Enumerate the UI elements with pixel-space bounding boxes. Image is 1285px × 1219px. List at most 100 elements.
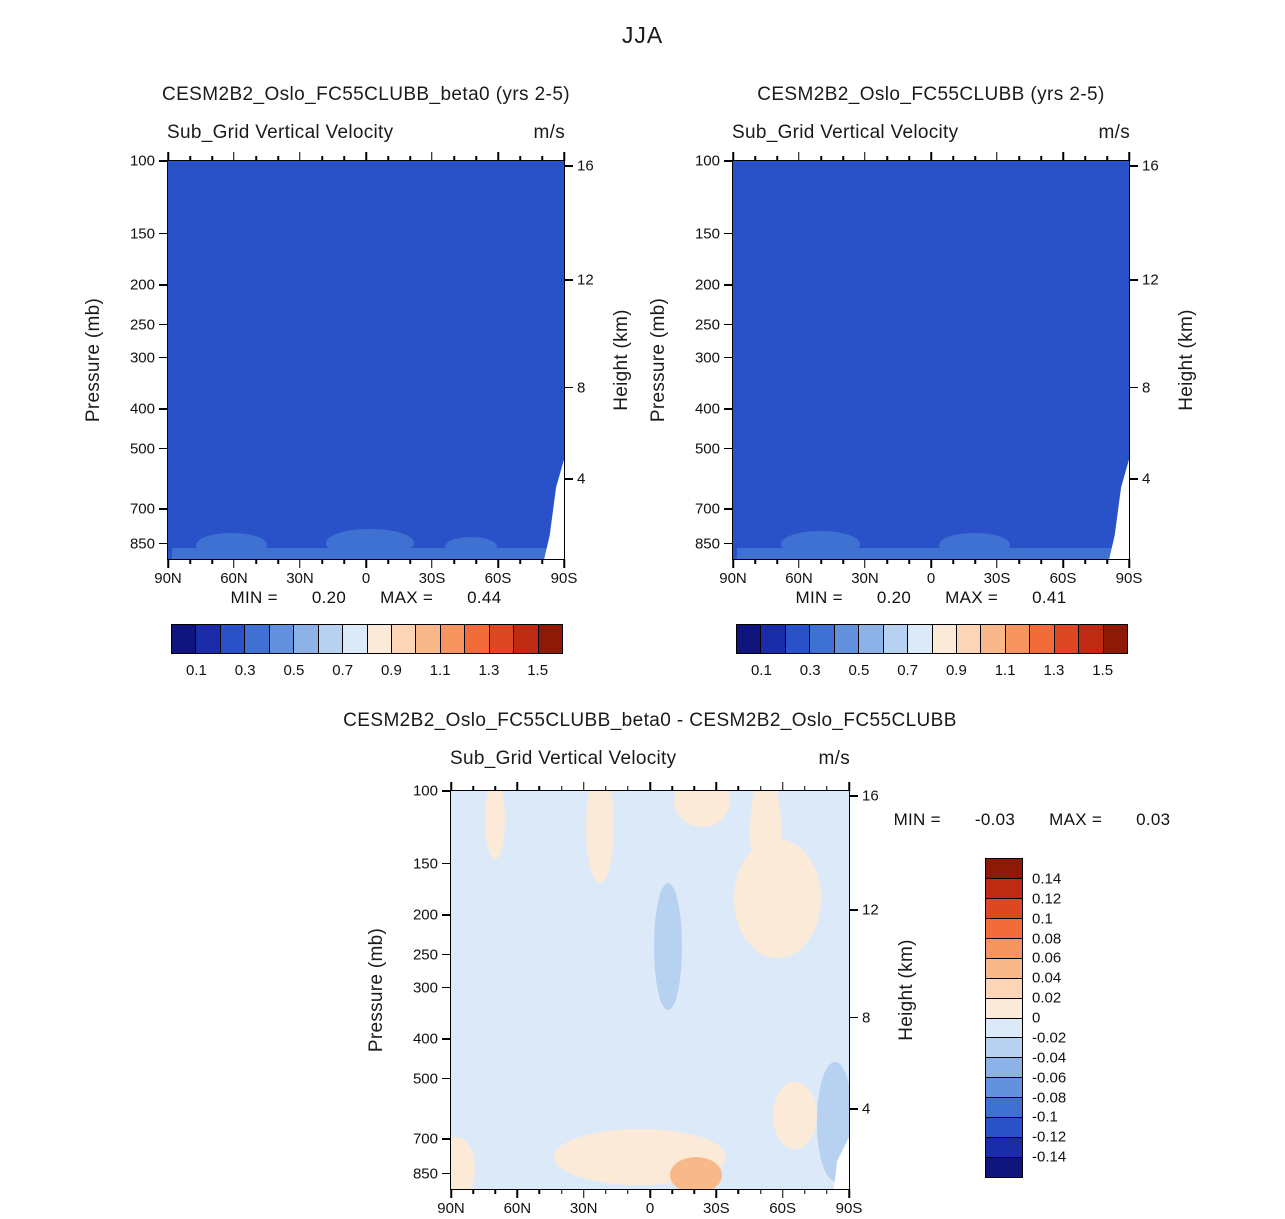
height-tick-label: 8 — [1142, 379, 1151, 397]
height-tick-label: 4 — [577, 470, 586, 488]
colorbar-horizontal-control: 0.1 0.3 0.5 0.7 0.9 1.1 1.3 1.5 — [736, 624, 1128, 679]
pressure-tick — [724, 323, 733, 326]
lat-tick — [299, 559, 301, 568]
colorbar-segment — [219, 625, 245, 653]
lat-tick — [842, 559, 844, 564]
pressure-tick-label: 200 — [129, 276, 155, 294]
lat-tick — [627, 786, 629, 791]
pressure-tick — [442, 1038, 451, 1040]
lat-tick — [759, 1189, 762, 1194]
panel-subtitle: Sub_Grid Vertical Velocity — [450, 748, 677, 769]
colorbar-segment — [537, 625, 562, 653]
lat-tick — [754, 559, 756, 564]
pressure-axis-label: Pressure (mb) — [83, 297, 104, 423]
colorbar-segment — [439, 625, 465, 653]
lat-tick — [450, 1189, 452, 1198]
lat-tick — [560, 786, 563, 791]
lat-tick — [365, 152, 367, 161]
colorbar-segment — [1102, 625, 1127, 653]
lat-tick — [475, 559, 477, 564]
pressure-tick — [159, 232, 168, 235]
lat-tick — [1106, 156, 1108, 161]
pressure-tick-label: 100 — [412, 782, 438, 800]
pressure-tick-label: 200 — [694, 276, 720, 294]
colorbar-tick-label: 0.1 — [750, 662, 772, 679]
pressure-tick — [159, 508, 168, 510]
lat-tick — [472, 1189, 474, 1194]
lat-tick — [277, 156, 279, 161]
colorbar-segment — [293, 625, 318, 653]
lat-tick-label: 60N — [220, 570, 248, 587]
field-feature — [653, 882, 682, 1010]
lat-tick — [908, 156, 910, 161]
lat-tick — [693, 786, 695, 791]
pressure-tick — [442, 862, 451, 865]
colorbar-tick-label: 1.5 — [527, 662, 549, 679]
pressure-tick — [724, 542, 733, 545]
pressure-tick-label: 250 — [412, 946, 438, 964]
min-value: 0.20 — [311, 588, 347, 607]
lat-tick — [563, 152, 565, 161]
lat-tick — [776, 156, 778, 161]
height-tick — [564, 478, 573, 480]
lat-tick-label: 90S — [550, 570, 578, 587]
lat-tick — [450, 782, 452, 791]
minmax-row: MIN = 0.20 MAX = 0.41 — [732, 588, 1130, 608]
pressure-tick — [159, 447, 168, 450]
lat-tick-label: 0 — [361, 570, 371, 587]
lat-tick-label: 30S — [702, 1200, 730, 1217]
pressure-tick — [159, 160, 168, 162]
lat-tick — [277, 559, 279, 564]
field-area — [451, 791, 849, 1189]
lat-tick — [453, 559, 455, 564]
colorbar-segment — [1053, 625, 1079, 653]
plot-area-control: 100 150 200 250 300 400 500 700 850 16 12 8 4 90N 60N 3… — [695, 152, 1159, 587]
height-tick — [1129, 279, 1138, 281]
lat-tick — [974, 156, 976, 161]
lat-tick — [167, 559, 169, 568]
lat-tick — [952, 559, 954, 564]
height-tick — [564, 386, 573, 389]
lat-tick — [737, 1189, 740, 1194]
panel-subtitle: Sub_Grid Vertical Velocity — [732, 122, 959, 143]
lat-tick — [605, 786, 607, 791]
colorbar-segment — [986, 1017, 1022, 1038]
lat-tick — [908, 559, 910, 564]
lat-tick — [754, 156, 756, 161]
colorbar-segment — [268, 625, 294, 653]
lat-tick — [1040, 559, 1042, 564]
panel-subtitle-row: Sub_Grid Vertical Velocity m/s — [167, 122, 565, 144]
lat-tick — [1128, 152, 1130, 161]
pressure-tick-label: 850 — [412, 1165, 438, 1183]
colorbar-tick-label: 0.7 — [897, 662, 919, 679]
pressure-tick-label: 300 — [694, 349, 720, 367]
colorbar-tick-label: 0 — [1032, 1009, 1041, 1027]
colorbar-tick-label: 1.1 — [994, 662, 1016, 679]
field-feature — [733, 838, 822, 959]
colorbar-segment — [464, 625, 489, 653]
lat-tick — [930, 152, 932, 161]
colorbar-segment — [986, 859, 1022, 878]
lat-tick — [826, 1189, 828, 1194]
colorbar-segment — [986, 1037, 1022, 1058]
panel-subtitle: Sub_Grid Vertical Velocity — [167, 122, 394, 143]
lat-tick — [842, 156, 844, 161]
plot-area-beta0: 100 150 200 250 300 400 500 700 850 16 12 8 4 90N 60N 3… — [130, 152, 594, 587]
panel-units: m/s — [1098, 122, 1130, 143]
field-feature — [484, 791, 505, 859]
lat-tick — [343, 559, 345, 564]
panel-subtitle-row: Sub_Grid Vertical Velocity m/s — [450, 748, 850, 770]
colorbar-tick-label: -0.04 — [1032, 1049, 1067, 1067]
lat-tick — [1018, 559, 1020, 564]
colorbar-segment — [986, 1117, 1022, 1138]
lat-tick — [431, 559, 433, 568]
colorbar-segment — [955, 625, 981, 653]
lat-tick — [776, 559, 778, 564]
lat-tick — [605, 1189, 607, 1194]
lat-tick — [211, 559, 213, 564]
height-tick — [1129, 478, 1138, 480]
lat-tick — [649, 782, 651, 791]
lat-tick — [233, 559, 235, 568]
colorbar-tick-label: 0.02 — [1032, 989, 1062, 1007]
